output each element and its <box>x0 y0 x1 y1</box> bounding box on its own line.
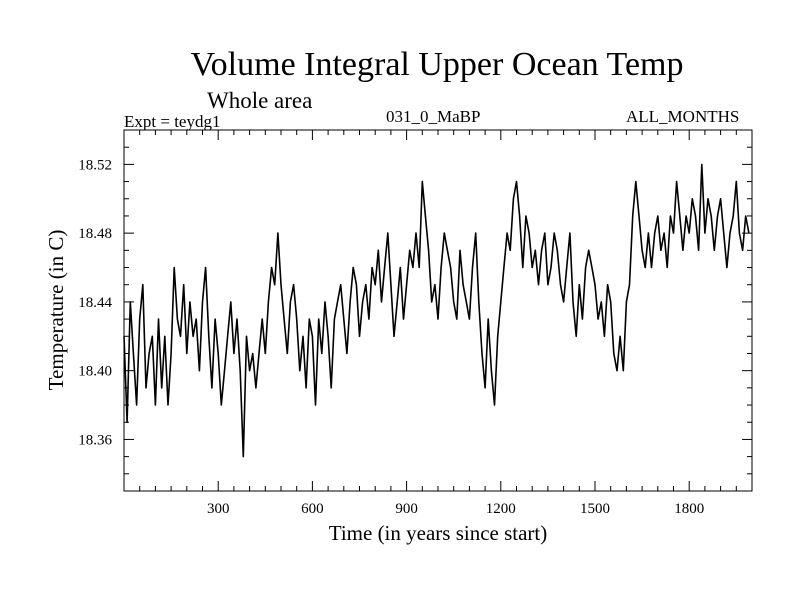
y-axis-label: Temperature (in C) <box>44 230 68 391</box>
plot-area: 300 600 900 1200 1500 1800 18.36 18.40 18.44 18.4… <box>78 129 753 517</box>
x-tick-label: 600 <box>301 501 324 517</box>
y-tick-label: 18.48 <box>78 226 112 242</box>
y-tick-label: 18.52 <box>78 157 112 173</box>
expt-label: Expt = teydg1 <box>124 112 221 131</box>
chart-title: Volume Integral Upper Ocean Temp <box>190 46 684 83</box>
y-tick-label: 18.36 <box>78 432 112 448</box>
y-tick-label: 18.40 <box>78 364 112 380</box>
x-tick-label: 1500 <box>580 501 610 517</box>
x-tick-label: 300 <box>207 501 230 517</box>
period-label: 031_0_MaBP <box>386 107 481 126</box>
chart-subtitle: Whole area <box>207 88 313 113</box>
x-tick-label: 900 <box>395 501 418 517</box>
months-label: ALL_MONTHS <box>626 107 740 126</box>
series-line <box>123 163 750 458</box>
x-axis-label: Time (in years since start) <box>329 521 548 545</box>
y-tick-label: 18.44 <box>78 295 112 311</box>
x-tick-label: 1200 <box>486 501 516 517</box>
x-tick-label: 1800 <box>674 501 704 517</box>
